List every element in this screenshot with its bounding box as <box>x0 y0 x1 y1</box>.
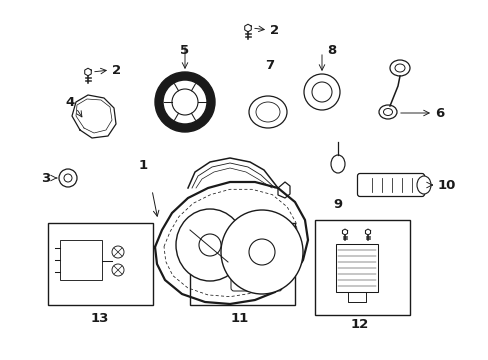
Circle shape <box>311 82 331 102</box>
Bar <box>314 220 409 315</box>
Ellipse shape <box>378 105 396 119</box>
Text: 1: 1 <box>139 158 148 171</box>
Text: 10: 10 <box>437 179 455 192</box>
Circle shape <box>248 239 274 265</box>
Circle shape <box>64 174 72 182</box>
Text: 8: 8 <box>326 44 336 57</box>
Text: 3: 3 <box>41 171 50 185</box>
Text: 11: 11 <box>230 311 248 324</box>
Text: 9: 9 <box>333 198 342 211</box>
Ellipse shape <box>416 176 430 194</box>
Circle shape <box>59 169 77 187</box>
FancyBboxPatch shape <box>357 174 424 197</box>
Ellipse shape <box>394 64 404 72</box>
Bar <box>60 240 102 280</box>
Circle shape <box>304 74 339 110</box>
Text: 7: 7 <box>265 59 274 72</box>
Bar <box>335 244 377 292</box>
Ellipse shape <box>389 60 409 76</box>
Text: 4: 4 <box>65 95 75 108</box>
Ellipse shape <box>383 108 392 116</box>
Text: 5: 5 <box>180 44 189 57</box>
Ellipse shape <box>330 155 345 173</box>
Text: 2: 2 <box>269 23 279 36</box>
Ellipse shape <box>248 96 286 128</box>
Ellipse shape <box>221 210 303 294</box>
Ellipse shape <box>256 102 280 122</box>
Ellipse shape <box>176 209 244 281</box>
Bar <box>48 223 153 305</box>
Ellipse shape <box>199 234 221 256</box>
Text: 13: 13 <box>91 311 109 324</box>
Circle shape <box>172 89 198 115</box>
Text: 12: 12 <box>350 319 368 332</box>
Text: 2: 2 <box>112 63 121 77</box>
Bar <box>190 223 294 305</box>
Text: 6: 6 <box>434 107 443 120</box>
